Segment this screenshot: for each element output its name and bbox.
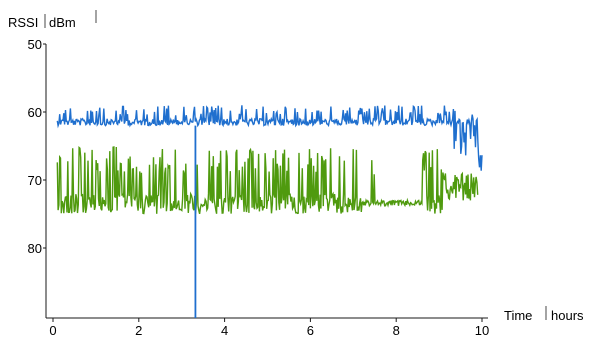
- series-line-1: [56, 105, 483, 171]
- x-tick-label: 2: [135, 323, 142, 338]
- x-axis-unit: hours: [551, 308, 584, 323]
- x-tick-label: 6: [307, 323, 314, 338]
- axes: [45, 44, 488, 319]
- series-line-2: [56, 145, 479, 215]
- x-axis-label: Time: [504, 308, 532, 323]
- y-axis-label: RSSI: [8, 15, 38, 30]
- y-tick-label: 80: [28, 241, 42, 256]
- x-ticks: 0 2 4 6 8 10: [49, 318, 489, 338]
- y-axis-unit: dBm: [49, 15, 76, 30]
- y-tick-label: 70: [28, 173, 42, 188]
- x-tick-label: 4: [221, 323, 228, 338]
- y-ticks: 50 60 70 80: [28, 37, 46, 256]
- x-tick-label: 0: [49, 323, 56, 338]
- series-layer: [56, 105, 483, 215]
- y-tick-label: 50: [28, 37, 42, 52]
- x-tick-label: 10: [475, 323, 489, 338]
- x-tick-label: 8: [393, 323, 400, 338]
- y-tick-label: 60: [28, 105, 42, 120]
